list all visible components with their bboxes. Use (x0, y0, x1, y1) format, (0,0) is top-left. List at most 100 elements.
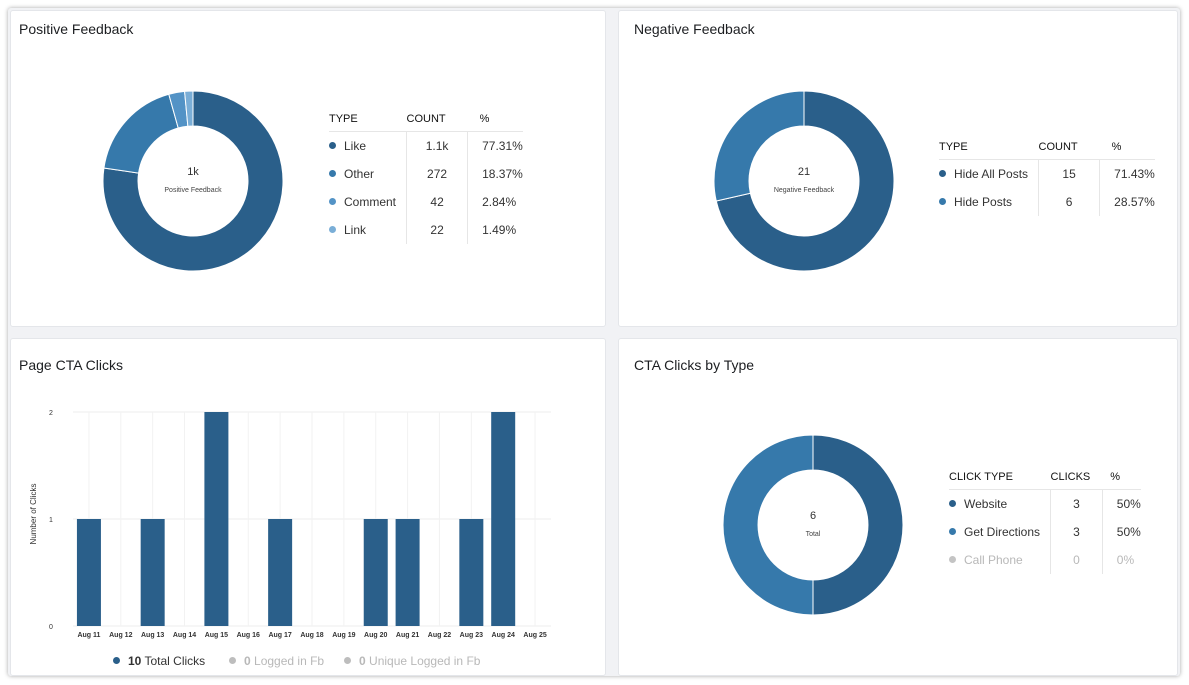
legend-item-logged-in-fb[interactable]: 0 Logged in Fb (229, 654, 324, 668)
count-value: 272 (406, 160, 469, 188)
col-click-type: CLICK TYPE (949, 471, 1051, 490)
type-label: Hide All Posts (954, 167, 1029, 181)
table-row[interactable]: Link 22 1.49% (329, 216, 523, 244)
page-cta-clicks-card: Page CTA Clicks Aug 11 Aug 12 Aug 13 Aug 14… (10, 338, 606, 676)
donut-center-label: Positive Feedback (164, 187, 222, 194)
donut-slice-other[interactable] (103, 93, 179, 174)
table-row[interactable]: Hide Posts 6 28.57% (939, 188, 1155, 216)
x-tick-label: Aug 11 (77, 632, 100, 639)
x-tick-label: Aug 16 (237, 632, 260, 639)
x-tick-label: Aug 19 (332, 632, 355, 639)
legend-item-total-clicks[interactable]: 10 Total Clicks (113, 654, 205, 668)
table-row[interactable]: Website 3 50% (949, 489, 1141, 518)
bar-aug-23[interactable] (459, 519, 484, 626)
x-tick-label: Aug 12 (109, 632, 132, 639)
legend-dot (939, 170, 946, 178)
bar-aug-11[interactable] (76, 519, 101, 626)
x-tick-label: Aug 15 (205, 632, 228, 639)
dashboard: Positive Feedback 1k Positive Feedback T… (8, 8, 1180, 676)
type-label: Website (964, 497, 1008, 511)
donut-center-label: Negative Feedback (774, 187, 835, 194)
x-tick-label: Aug 25 (523, 632, 546, 639)
count-value: 6 (1038, 188, 1101, 216)
legend-dot (949, 500, 956, 508)
negative-feedback-table: TYPE COUNT % Hide All Posts 15 71.43% Hi… (939, 141, 1155, 216)
count-value: 3 (1050, 518, 1103, 546)
bar-aug-20[interactable] (363, 519, 388, 626)
y-tick-label: 0 (49, 624, 53, 631)
bar-aug-17[interactable] (268, 519, 293, 626)
type-label: Other (344, 167, 375, 181)
table-row[interactable]: Call Phone 0 0% (949, 546, 1141, 574)
count-value: 42 (406, 188, 469, 216)
donut-slice-hide-posts[interactable] (714, 91, 805, 202)
legend-dot (229, 657, 236, 665)
negative-feedback-card: Negative Feedback 21 Negative Feedback T… (618, 10, 1178, 327)
col-type: TYPE (329, 113, 407, 132)
type-label: Comment (344, 195, 397, 209)
x-tick-label: Aug 21 (396, 632, 419, 639)
donut-center-value: 6 (810, 510, 816, 522)
y-tick-label: 1 (49, 517, 53, 524)
x-tick-label: Aug 14 (173, 632, 196, 639)
count-value: 22 (406, 216, 469, 244)
count-value: 15 (1038, 159, 1101, 188)
legend-dot (344, 657, 351, 665)
donut-slice-hide-all-posts[interactable] (715, 91, 894, 271)
legend-dot (329, 170, 336, 178)
table-row[interactable]: Other 272 18.37% (329, 160, 523, 188)
legend-label: Total Clicks (144, 654, 206, 668)
pct-value: 50% (1116, 497, 1141, 511)
donut-slice-link[interactable] (184, 91, 194, 127)
bar-aug-15[interactable] (204, 412, 229, 626)
type-label: Get Directions (964, 525, 1041, 539)
cta-clicks-by-type-table: CLICK TYPE CLICKS % Website 3 50% Get Di… (949, 471, 1141, 574)
type-label: Like (344, 139, 367, 153)
bar-aug-21[interactable] (395, 519, 420, 626)
donut-center-value: 21 (798, 166, 810, 178)
positive-feedback-title: Positive Feedback (19, 21, 134, 37)
donut-slice-like[interactable] (103, 91, 283, 271)
cta-clicks-by-type-title: CTA Clicks by Type (634, 357, 755, 373)
col-pct: % (1102, 471, 1141, 490)
table-row[interactable]: Hide All Posts 15 71.43% (939, 159, 1155, 188)
x-tick-label: Aug 22 (428, 632, 451, 639)
positive-feedback-donut: 1k Positive Feedback (103, 91, 283, 271)
table-row[interactable]: Like 1.1k 77.31% (329, 131, 523, 160)
positive-feedback-card: Positive Feedback 1k Positive Feedback T… (10, 10, 606, 327)
x-tick-label: Aug 18 (300, 632, 323, 639)
donut-slice-website[interactable] (812, 435, 903, 615)
col-type: TYPE (939, 141, 1039, 160)
pct-value: 50% (1116, 525, 1141, 539)
x-tick-label: Aug 20 (364, 632, 387, 639)
table-row[interactable]: Get Directions 3 50% (949, 518, 1141, 546)
pct-value: 18.37% (482, 167, 523, 181)
donut-center-value: 1k (187, 166, 199, 178)
y-tick-label: 2 (49, 410, 53, 417)
positive-feedback-table: TYPE COUNT % Like 1.1k 77.31% Other 272 … (329, 113, 523, 244)
col-pct: % (467, 113, 523, 132)
col-count: COUNT (406, 113, 468, 132)
pct-value: 28.57% (1114, 195, 1155, 209)
legend-value: 0 (359, 654, 366, 668)
bar-aug-13[interactable] (140, 519, 165, 626)
legend-value: 10 (128, 654, 142, 668)
legend-item-unique-logged-in-fb[interactable]: 0 Unique Logged in Fb (344, 654, 480, 668)
donut-center-label: Total (806, 531, 821, 538)
legend-dot (949, 528, 956, 536)
count-value: 0 (1050, 546, 1103, 574)
negative-feedback-donut: 21 Negative Feedback (714, 91, 894, 271)
col-pct: % (1099, 141, 1155, 160)
legend-dot (329, 226, 336, 234)
y-axis-label: Number of Clicks (29, 484, 38, 545)
table-row[interactable]: Comment 42 2.84% (329, 188, 523, 216)
pct-value: 77.31% (482, 139, 523, 153)
x-tick-label: Aug 24 (492, 632, 515, 639)
cta-clicks-by-type-donut: 6 Total (723, 435, 903, 615)
negative-feedback-title: Negative Feedback (634, 21, 755, 37)
x-tick-label: Aug 13 (141, 632, 164, 639)
bar-aug-24[interactable] (491, 412, 516, 626)
donut-slice-get-directions[interactable] (723, 435, 814, 615)
cta-clicks-by-type-card: CTA Clicks by Type 6 Total CLICK TYPE CL… (618, 338, 1178, 676)
legend-label: Unique Logged in Fb (369, 654, 481, 668)
